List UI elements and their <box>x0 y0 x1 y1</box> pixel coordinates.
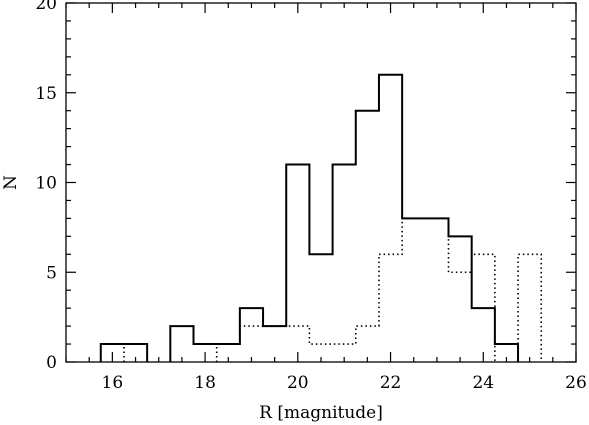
y-tick-label: 10 <box>35 174 57 194</box>
y-tick-labels: 0 5 10 15 20 <box>35 0 57 373</box>
plot-frame <box>65 2 577 363</box>
y-axis-title: N <box>1 175 21 190</box>
dotted-histogram-series <box>123 217 543 362</box>
x-tick-label: 26 <box>565 373 587 393</box>
x-tick-label: 18 <box>194 373 216 393</box>
x-tick-label: 20 <box>287 373 309 393</box>
y-tick-label: 15 <box>35 84 57 104</box>
solid-histogram-series <box>99 73 520 362</box>
x-tick-label: 22 <box>380 373 402 393</box>
x-axis-title: R [magnitude] <box>259 403 383 423</box>
x-tick-labels: 16 18 20 22 24 26 <box>102 373 587 393</box>
x-tick-label: 24 <box>472 373 494 393</box>
y-tick-label: 5 <box>46 263 57 283</box>
axis-ticks <box>65 2 577 363</box>
y-tick-label: 20 <box>35 0 57 14</box>
x-tick-label: 16 <box>102 373 124 393</box>
y-tick-label: 0 <box>46 353 57 373</box>
